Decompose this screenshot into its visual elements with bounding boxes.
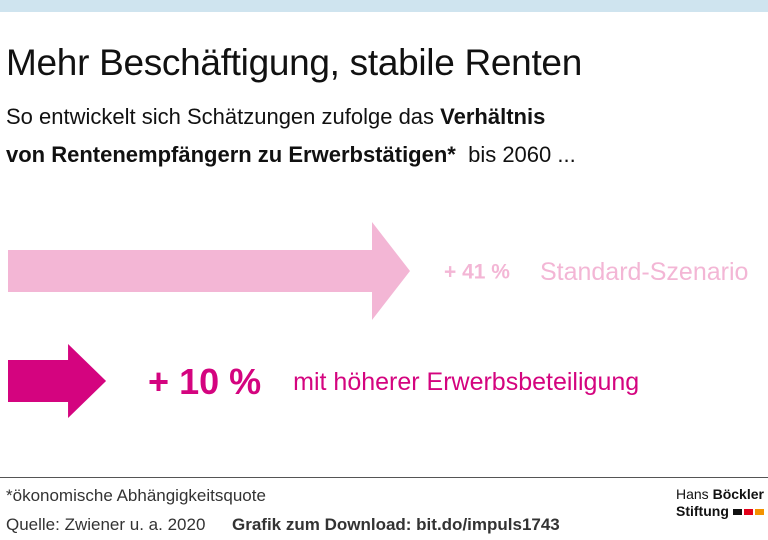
value-label-1: + 10 %	[148, 361, 261, 402]
category-label-1: mit höherer Erwerbsbeteiligung	[293, 368, 639, 396]
footnote: *ökonomische Abhängigkeitsquote	[6, 486, 266, 505]
logo-bar-2	[754, 508, 764, 515]
logo-word-hans: Hans	[676, 486, 709, 502]
subtitle-text-start: So entwickelt sich Schätzungen zufolge d…	[6, 104, 441, 129]
top-color-band	[0, 0, 768, 12]
hans-boeckler-logo: Hans Böckler Stiftung	[676, 486, 766, 520]
category-label-0: Standard-Szenario	[540, 258, 748, 286]
download-link[interactable]: Grafik zum Download: bit.do/impuls1743	[232, 515, 560, 534]
source-note: Quelle: Zwiener u. a. 2020	[6, 515, 206, 534]
chart-subtitle: So entwickelt sich Schätzungen zufolge d…	[6, 98, 746, 174]
logo-word-stiftung: Stiftung	[676, 503, 729, 519]
logo-word-boeckler: Böckler	[712, 486, 764, 502]
arrow-bar-standard	[8, 222, 410, 320]
logo-bar-1	[743, 508, 753, 515]
subtitle-text-end: bis 2060 ...	[455, 142, 576, 167]
footer-divider	[0, 477, 768, 478]
subtitle-bold-2: von Rentenempfängern zu Erwerbstätigen*	[6, 142, 456, 167]
arrow-bar-higher-participation	[8, 344, 107, 418]
arrow-chart: + 41 % Standard-Szenario + 10 % mit höherer…	[8, 222, 748, 418]
chart-title: Mehr Beschäftigung, stabile Renten	[6, 42, 582, 83]
subtitle-bold-1: Verhältnis	[440, 104, 546, 129]
logo-bar-0	[732, 508, 742, 515]
logo-bars-icon	[732, 508, 766, 515]
value-label-0: + 41 %	[444, 261, 510, 284]
